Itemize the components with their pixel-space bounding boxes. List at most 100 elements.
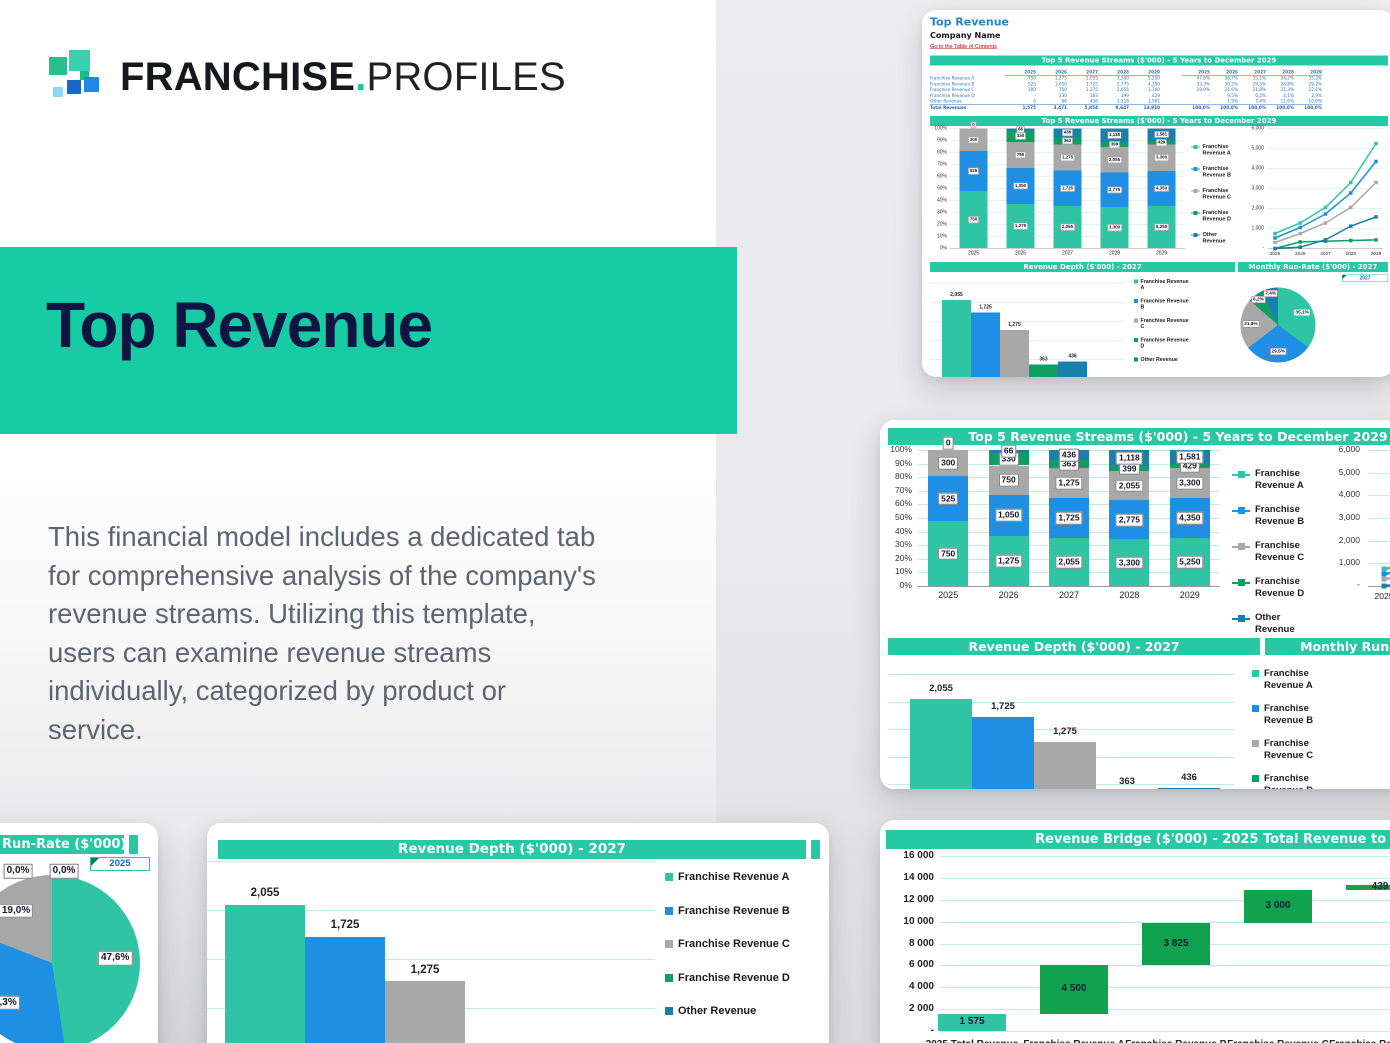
toc-link[interactable]: Go to the Table of Contents (930, 43, 997, 50)
grid-line (1368, 540, 1390, 542)
logo-square-icon (80, 71, 89, 80)
table-value: 1,275 (1085, 87, 1098, 93)
data-label: 4,350 (1154, 185, 1169, 192)
table-value: 363 (1089, 93, 1098, 99)
y-tick-label: 60% (894, 498, 912, 509)
grid-line (940, 921, 1390, 923)
legend-label: Franchise Revenue C (1255, 540, 1305, 563)
grid-line (1368, 563, 1390, 565)
data-label: 525 (938, 492, 959, 505)
legend-label: Franchise Revenue A (1255, 468, 1304, 491)
legend-swatch-icon (1134, 337, 1138, 342)
table-value: - (1034, 93, 1036, 99)
y-tick-label: 20% (894, 552, 912, 563)
y-tick-label: - (1262, 244, 1264, 251)
legend-label: Franchise Revenue B (1140, 297, 1189, 310)
bar-value-label: 363 (1119, 776, 1135, 788)
legend-item: Franchise Revenue D (1252, 773, 1346, 789)
table-value: 1,725 (1085, 81, 1098, 87)
table-pct-value: 21,3% (1280, 87, 1294, 93)
runrate-2025-header: Monthly Run-Rate ($'000) - 2025 (0, 835, 124, 854)
legend-label: Franchise Revenue B (678, 904, 790, 917)
legend-item: Franchise Revenue D (1134, 337, 1190, 350)
year-selector[interactable]: 2027 (1342, 274, 1388, 282)
y-tick-label: 6,000 (1251, 125, 1264, 131)
table-total-value: 5,854 (1067, 104, 1098, 111)
logo-square-icon (49, 57, 67, 75)
y-tick-label: 5,000 (1338, 466, 1360, 477)
legend-label: Franchise Revenue C (678, 938, 790, 950)
bar-value-label: 1 575 (959, 1016, 985, 1028)
bar (942, 300, 971, 377)
table-year-header: 2027 (1238, 70, 1266, 76)
legend-item: Franchise Revenue A (665, 871, 790, 885)
table-total-value: 14,910 (1129, 104, 1160, 111)
legend-item: Franchise Revenue B (1134, 298, 1190, 311)
bar-value-label: 3 825 (1163, 937, 1189, 949)
legend-line-marker-icon (1191, 166, 1200, 171)
x-tick-label: 2029 (1370, 250, 1382, 257)
selector-value: 2027 (1359, 275, 1371, 281)
charts-block-large: Top 5 Revenue Streams ($'000) - 5 Years … (888, 428, 1390, 789)
data-label: 525 (968, 167, 979, 175)
bar-value-label: 1,725 (991, 701, 1015, 713)
y-tick-label: 2,000 (1338, 534, 1360, 545)
bar-value-label: 436 (1181, 772, 1197, 784)
line-chart-svg (1381, 566, 1390, 589)
legend-marker (1193, 232, 1198, 237)
legend-swatch-icon (665, 906, 673, 915)
waterfall-bar (1142, 922, 1210, 965)
grid-line (930, 302, 1125, 303)
table-pct-value: 4,1% (1283, 93, 1294, 99)
legend-marker (1193, 188, 1198, 193)
legend-swatch-icon (1134, 298, 1138, 303)
y-tick-label: 90% (936, 137, 947, 143)
waterfall-bar (1346, 885, 1390, 890)
y-tick-label: - (1357, 579, 1360, 589)
line-chart-svg (1273, 141, 1378, 250)
table-value: 4,350 (1147, 81, 1160, 87)
grid-line (1368, 450, 1390, 451)
table-value: 1,050 (1054, 81, 1067, 87)
grid-line (1268, 148, 1383, 149)
bar (910, 698, 972, 789)
legend-marker (1193, 166, 1198, 171)
x-tick-label: 2025 (1374, 591, 1390, 601)
table-pct-value: 29,2% (1308, 81, 1322, 87)
x-tick-label: 2027 (1061, 250, 1074, 256)
data-label: 3,300 (1176, 477, 1204, 490)
grid-line (940, 856, 1390, 857)
brand-name-light: PROFILES (366, 55, 566, 99)
table-corner (930, 70, 1005, 76)
dashboard-card-charts: Top 5 Revenue Streams ($'000) - 5 Years … (880, 420, 1390, 789)
legend-swatch-icon (665, 873, 673, 881)
depth-header-bar: Revenue Depth ($'000) - 2027 (930, 261, 1235, 272)
legend-item: Franchise Revenue B (1232, 504, 1320, 527)
data-label: 66 (1000, 444, 1017, 458)
y-tick-label: 6 000 (908, 959, 934, 971)
grid-line (888, 701, 1234, 703)
bar-value-label: 2,055 (950, 292, 963, 298)
depth-header: Revenue Depth ($'000) - 2027 (218, 840, 806, 859)
line-chart: 6,000 5,000 4,000 3,000 2,000 1,000 -2025 2026 2… (1247, 125, 1383, 260)
data-label: 2,775 (1115, 513, 1144, 527)
legend-swatch-icon (1252, 670, 1259, 677)
y-tick-label: 50% (936, 185, 947, 191)
year-selector[interactable]: 2025 (90, 857, 150, 871)
data-label: 3,300 (1107, 224, 1122, 232)
data-label: 1,725 (1060, 185, 1075, 192)
logo-square-icon (69, 50, 90, 71)
depth-legend: Franchise Revenue A Franchise Revenue B Fr… (1134, 278, 1190, 377)
y-tick-label: 50% (894, 512, 912, 522)
table-year-header: 2028 (1098, 70, 1129, 76)
pie-slice-label: 47,6% (97, 950, 133, 966)
data-label: 1,275 (1055, 477, 1083, 490)
table-year-header: 2026 (1036, 70, 1067, 76)
streams-header-bar: Top 5 Revenue Streams ($'000) - 5 Years … (888, 428, 1390, 445)
bar-value-label: 1,275 (1053, 726, 1077, 738)
page-description: This financial model includes a dedicate… (48, 521, 596, 745)
x-axis-line (1268, 248, 1383, 249)
y-tick-label: 4 000 (908, 981, 934, 993)
table-pct-value: 30,3% (1224, 81, 1238, 87)
